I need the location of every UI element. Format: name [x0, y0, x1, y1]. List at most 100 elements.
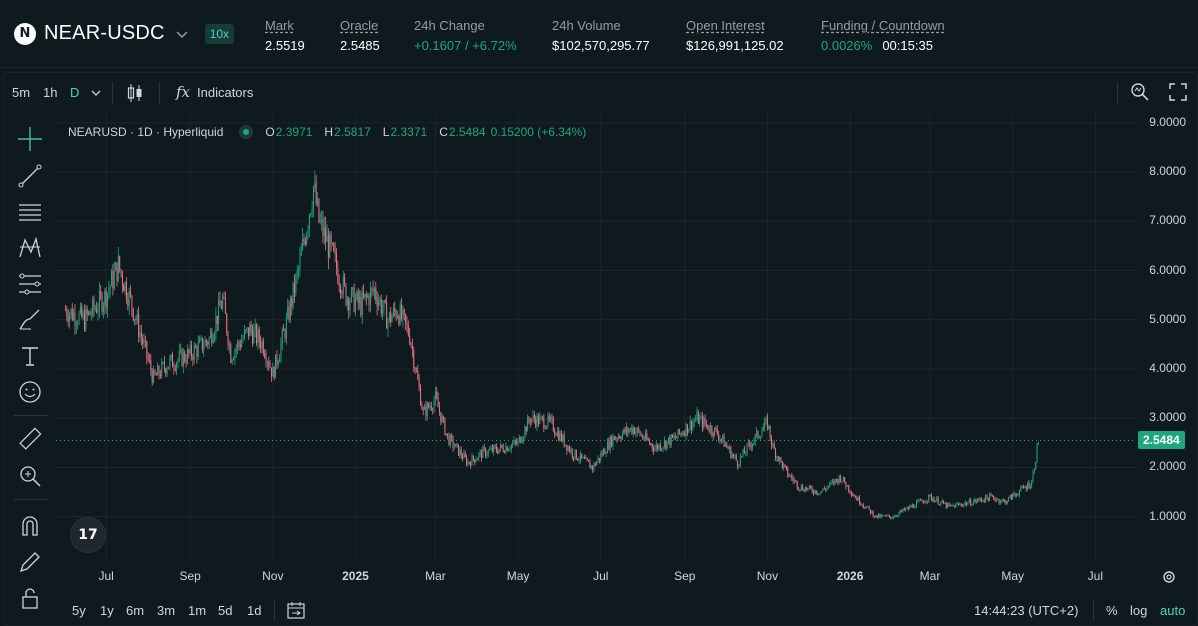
candle-body	[506, 446, 508, 451]
leverage-badge[interactable]: 10x	[204, 23, 235, 44]
candle-body	[285, 317, 287, 339]
candle-body	[147, 356, 149, 360]
chevron-down-icon[interactable]	[175, 27, 189, 41]
candle-body	[583, 457, 585, 459]
candle-body	[333, 243, 335, 251]
candle-body	[758, 437, 760, 439]
candles-icon[interactable]	[126, 83, 144, 103]
candle-body	[251, 331, 253, 344]
candle-body	[731, 454, 733, 458]
price-axis[interactable]: 9.0000 8.0000 7.0000 6.0000 5.0000 4.0000 3.00…	[1136, 113, 1196, 561]
fx-icon[interactable]: fx	[176, 83, 191, 101]
candle-body	[833, 480, 835, 484]
visibility-icon[interactable]	[239, 125, 254, 139]
zoom-in-icon[interactable]	[17, 463, 43, 489]
candle-body	[535, 419, 537, 427]
candle-body	[127, 299, 129, 307]
candle-body	[98, 291, 100, 311]
horizontal-lines-icon[interactable]	[17, 199, 43, 225]
interval-1h[interactable]: 1h	[43, 85, 58, 100]
time-tick-label: Sep	[674, 569, 696, 583]
candle-body	[540, 416, 542, 418]
candle-body	[109, 286, 111, 290]
candle-body	[962, 505, 964, 507]
lock-icon[interactable]	[17, 585, 43, 611]
candle-body	[649, 440, 651, 444]
gear-icon[interactable]	[1161, 569, 1177, 585]
chevron-down-icon[interactable]	[90, 87, 102, 99]
candle-body	[781, 461, 783, 469]
candle-body	[714, 427, 716, 436]
trend-line-icon[interactable]	[17, 163, 43, 189]
brush-icon[interactable]	[17, 307, 43, 333]
range-5d[interactable]: 5d	[218, 603, 233, 618]
range-1d[interactable]: 1d	[247, 603, 262, 618]
range-3m[interactable]: 3m	[157, 603, 176, 618]
candle-body	[738, 465, 740, 467]
candle-body	[677, 429, 679, 438]
range-6m[interactable]: 6m	[126, 603, 145, 618]
candle-body	[230, 344, 232, 363]
candle-body	[150, 360, 152, 371]
candle-body	[434, 391, 436, 401]
zoom-search-icon[interactable]	[1130, 82, 1150, 102]
tradingview-logo[interactable]: 17	[70, 517, 106, 553]
legend-open: 2.3971	[275, 125, 313, 139]
candle-body	[872, 511, 874, 517]
candle-body	[163, 362, 165, 369]
pattern-icon[interactable]	[17, 235, 43, 261]
crosshair-icon[interactable]	[17, 126, 43, 152]
date-range-icon[interactable]	[286, 601, 306, 619]
candle-body	[537, 415, 539, 424]
candle-body	[258, 329, 260, 342]
candle-body	[634, 427, 636, 435]
candle-body	[428, 403, 430, 408]
pencil-lock-icon[interactable]	[17, 549, 43, 575]
auto-toggle[interactable]: auto	[1160, 603, 1186, 618]
percent-toggle[interactable]: %	[1106, 603, 1118, 618]
candle-body	[1014, 494, 1016, 496]
candle-body	[327, 235, 329, 258]
candle-body	[378, 301, 380, 307]
candle-body	[704, 418, 706, 424]
candle-body	[953, 505, 955, 508]
clock-time[interactable]: 14:44:23 (UTC+2)	[974, 603, 1079, 618]
candle-body	[804, 487, 806, 492]
candle-body	[638, 428, 640, 432]
candle-body	[396, 315, 398, 318]
candle-body	[630, 427, 632, 431]
range-5y[interactable]: 5y	[72, 603, 86, 618]
candle-body	[493, 445, 495, 452]
stat-value: 2.5519	[265, 38, 305, 53]
candle-body	[640, 435, 642, 437]
interval-1d[interactable]: D	[70, 85, 80, 100]
candle-body	[658, 444, 660, 450]
candle-body	[334, 250, 336, 254]
price-chart[interactable]	[56, 113, 1136, 561]
candle-body	[1021, 486, 1023, 488]
indicators-button[interactable]: Indicators	[197, 85, 254, 100]
candle-body	[218, 299, 220, 324]
pair-selector[interactable]: N NEAR-USDC 10x	[14, 22, 235, 45]
candle-body	[930, 494, 932, 500]
log-toggle[interactable]: log	[1130, 603, 1148, 618]
candle-body	[516, 441, 518, 444]
range-1y[interactable]: 1y	[100, 603, 114, 618]
range-1m[interactable]: 1m	[188, 603, 207, 618]
candle-body	[273, 367, 275, 379]
candle-body	[514, 440, 516, 442]
candle-body	[108, 289, 110, 294]
emoji-icon[interactable]	[17, 379, 43, 405]
time-axis[interactable]: Jul Sep Nov 2025 Mar May Jul Sep Nov 2026 Mar May Ju…	[56, 563, 1196, 589]
candle-body	[208, 337, 210, 345]
candle-body	[398, 315, 400, 325]
fullscreen-icon[interactable]	[1169, 83, 1187, 101]
candle-body	[968, 499, 970, 503]
fib-retracement-icon[interactable]	[17, 271, 43, 297]
ruler-icon[interactable]	[17, 426, 43, 452]
interval-5m[interactable]: 5m	[12, 85, 31, 100]
magnet-icon[interactable]	[17, 513, 43, 539]
text-icon[interactable]	[17, 343, 43, 369]
time-tick-label: Sep	[179, 569, 201, 583]
candle-body	[1017, 495, 1019, 497]
